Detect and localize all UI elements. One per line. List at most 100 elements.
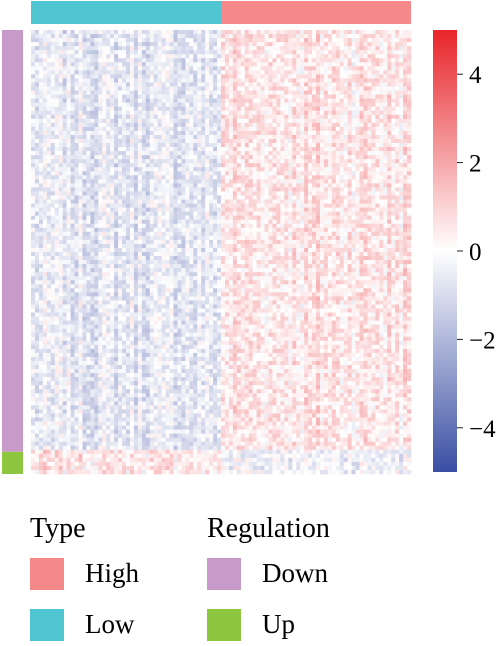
- heatmap-cell: [209, 42, 214, 47]
- heatmap-cell: [58, 187, 63, 192]
- heatmap-cell: [197, 54, 202, 59]
- heatmap-cell: [248, 207, 253, 212]
- heatmap-cell: [244, 183, 250, 188]
- heatmap-cell: [169, 235, 174, 241]
- heatmap-cell: [177, 235, 182, 241]
- heatmap-cell: [403, 159, 408, 164]
- heatmap-cell: [185, 231, 190, 237]
- heatmap-cell: [54, 78, 60, 83]
- heatmap-cell: [78, 134, 83, 140]
- heatmap-cell: [399, 183, 404, 188]
- heatmap-cell: [189, 231, 194, 237]
- heatmap-cell: [102, 223, 107, 229]
- heatmap-cell: [236, 70, 242, 75]
- heatmap-cell: [205, 134, 210, 140]
- heatmap-cell: [78, 167, 83, 172]
- heatmap-cell: [395, 54, 400, 59]
- heatmap-cell: [189, 34, 194, 39]
- heatmap-cell: [74, 134, 79, 140]
- heatmap-cell: [375, 86, 380, 91]
- heatmap-cell: [312, 126, 317, 132]
- heatmap-cell: [141, 187, 147, 192]
- heatmap-cell: [343, 54, 348, 59]
- heatmap-cell: [399, 54, 404, 59]
- heatmap-cell: [343, 155, 348, 160]
- heatmap-cell: [379, 58, 384, 63]
- heatmap-cell: [399, 90, 404, 95]
- heatmap-cell: [165, 82, 170, 87]
- heatmap-cell: [284, 159, 289, 164]
- heatmap-cell: [161, 78, 166, 83]
- heatmap-cell: [272, 94, 277, 99]
- heatmap-cell: [248, 94, 253, 99]
- heatmap-cell: [62, 167, 67, 172]
- heatmap-cell: [272, 106, 277, 112]
- heatmap-cell: [114, 38, 119, 43]
- heatmap-cell: [407, 223, 412, 229]
- heatmap-cell: [347, 58, 352, 63]
- heatmap-cell: [66, 167, 71, 172]
- heatmap-cell: [375, 231, 380, 237]
- heatmap-cell: [296, 187, 301, 192]
- heatmap-cell: [359, 171, 364, 176]
- heatmap-cell: [90, 50, 95, 55]
- heatmap-cell: [343, 62, 348, 67]
- heatmap-cell: [185, 70, 190, 75]
- heatmap-cell: [126, 227, 131, 233]
- heatmap-cell: [46, 110, 52, 116]
- heatmap-cell: [383, 114, 388, 120]
- heatmap-cell: [62, 118, 67, 124]
- heatmap-cell: [110, 231, 115, 237]
- heatmap-cell: [31, 143, 36, 148]
- heatmap-cell: [304, 94, 309, 99]
- heatmap-cell: [244, 46, 250, 51]
- heatmap-cell: [46, 54, 52, 59]
- heatmap-cell: [347, 34, 352, 39]
- heatmap-cell: [359, 126, 364, 132]
- heatmap-cell: [391, 143, 396, 148]
- heatmap-cell: [308, 82, 313, 87]
- heatmap-cell: [280, 175, 285, 180]
- heatmap-cell: [264, 114, 269, 120]
- heatmap-cell: [209, 155, 214, 160]
- heatmap-cell: [391, 42, 396, 47]
- heatmap-cell: [185, 138, 190, 144]
- heatmap-cell: [193, 183, 198, 188]
- heatmap-cell: [347, 62, 352, 67]
- heatmap-cell: [228, 50, 234, 55]
- heatmap-cell: [288, 126, 293, 132]
- heatmap-cell: [387, 163, 392, 168]
- heatmap-cell: [331, 207, 337, 212]
- heatmap-cell: [284, 199, 289, 204]
- heatmap-cell: [292, 159, 297, 164]
- heatmap-cell: [34, 195, 40, 200]
- heatmap-cell: [387, 90, 392, 95]
- heatmap-cell: [66, 82, 71, 87]
- heatmap-cell: [339, 175, 345, 180]
- heatmap-cell: [399, 38, 404, 43]
- heatmap-cell: [391, 175, 396, 180]
- heatmap-cell: [323, 163, 329, 168]
- heatmap-cell: [31, 38, 36, 43]
- heatmap-cell: [236, 122, 242, 128]
- heatmap-cell: [383, 82, 388, 87]
- heatmap-cell: [264, 191, 269, 196]
- heatmap-cell: [363, 110, 368, 116]
- heatmap-cell: [169, 42, 174, 47]
- heatmap-cell: [363, 203, 368, 208]
- heatmap-cell: [34, 94, 40, 99]
- heatmap-cell: [181, 42, 186, 47]
- heatmap-cell: [232, 215, 238, 221]
- heatmap-cell: [173, 62, 178, 67]
- heatmap-cell: [181, 78, 186, 83]
- heatmap-cell: [34, 122, 40, 128]
- heatmap-cell: [197, 171, 202, 176]
- heatmap-cell: [323, 143, 329, 148]
- heatmap-cell: [248, 42, 253, 47]
- heatmap-cell: [197, 130, 202, 136]
- heatmap-cell: [327, 147, 333, 152]
- heatmap-cell: [359, 54, 364, 59]
- heatmap-cell: [331, 122, 337, 128]
- heatmap-cell: [213, 207, 218, 212]
- heatmap-cell: [316, 74, 321, 79]
